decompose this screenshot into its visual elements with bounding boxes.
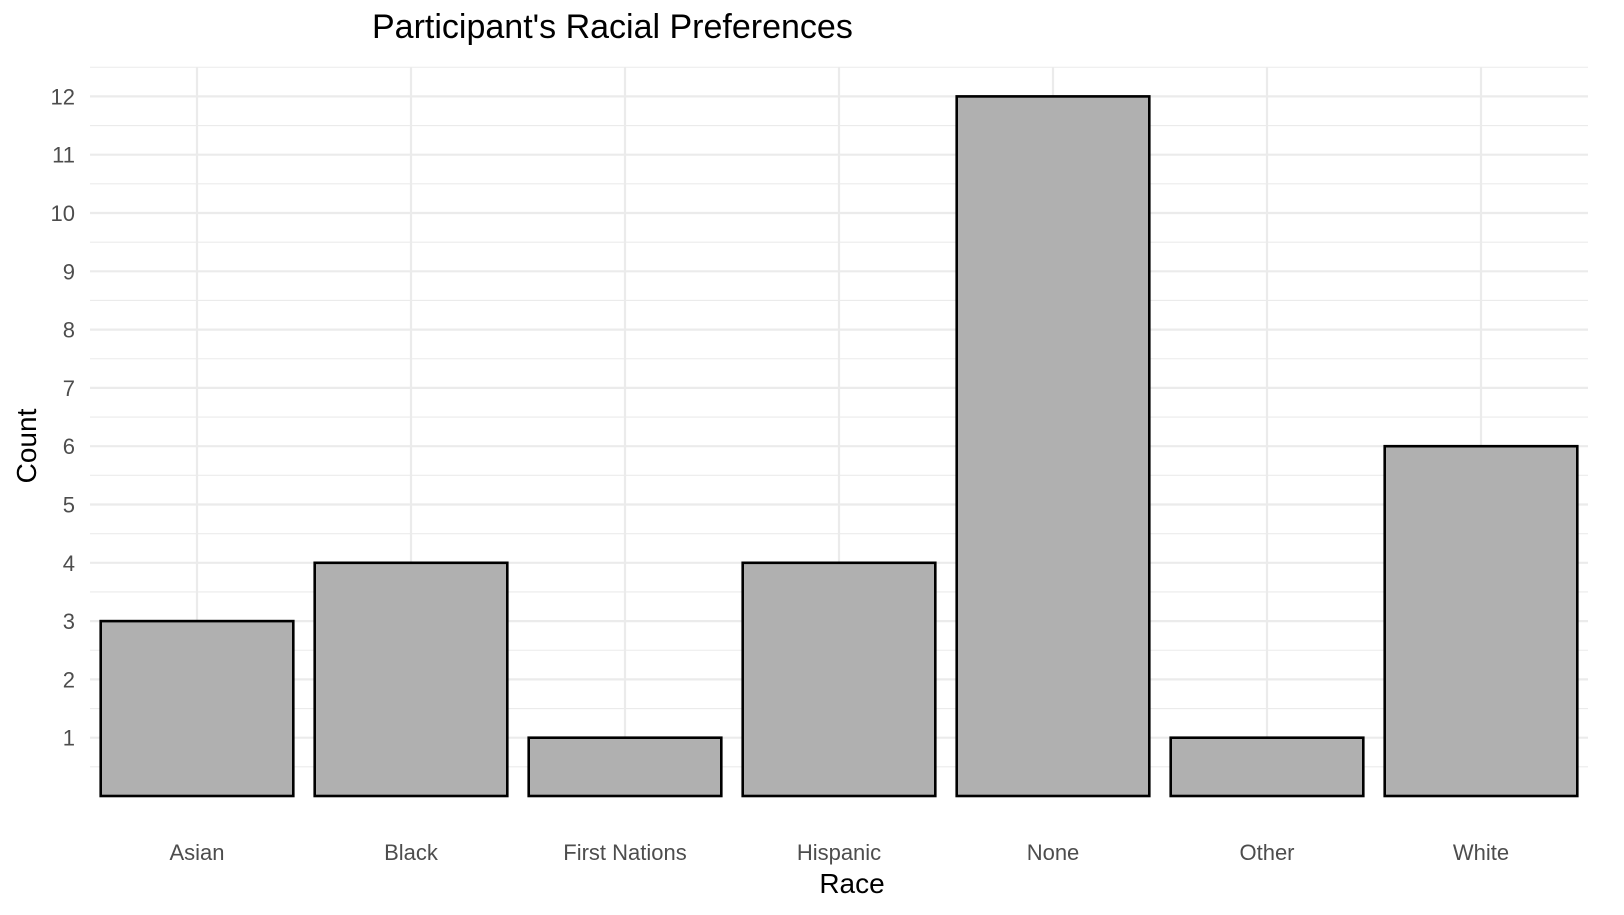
- bar-other: [1169, 736, 1365, 798]
- bar-asian: [99, 619, 295, 798]
- bar-first-nations: [527, 736, 723, 798]
- y-tick-label: 11: [52, 143, 75, 168]
- bar-none: [955, 95, 1151, 798]
- x-tick-label: First Nations: [563, 840, 686, 865]
- y-tick-label: 10: [51, 201, 75, 226]
- x-tick-label: Black: [384, 840, 439, 865]
- y-tick-label: 1: [63, 726, 75, 751]
- x-tick-label: Asian: [169, 840, 224, 865]
- x-tick-label: Hispanic: [797, 840, 881, 865]
- y-tick-label: 8: [63, 318, 75, 343]
- y-tick-label: 2: [63, 667, 75, 692]
- y-tick-label: 4: [63, 551, 75, 576]
- bar-black: [313, 561, 509, 798]
- y-tick-label: 12: [51, 84, 75, 109]
- y-tick-label: 5: [63, 493, 75, 518]
- y-axis-title: Count: [11, 408, 42, 483]
- x-tick-label: White: [1453, 840, 1509, 865]
- x-tick-label: Other: [1239, 840, 1294, 865]
- y-tick-label: 7: [63, 376, 75, 401]
- chart-title: Participant's Racial Preferences: [372, 8, 853, 46]
- y-tick-label: 6: [63, 434, 75, 459]
- x-tick-label: None: [1027, 840, 1080, 865]
- bars: [99, 95, 1579, 798]
- bar-white: [1383, 444, 1579, 798]
- y-tick-label: 9: [63, 259, 75, 284]
- x-axis-ticks: Asian Black First Nations Hispanic None Other…: [169, 840, 1509, 865]
- x-axis-title: Race: [819, 868, 884, 899]
- y-tick-label: 3: [63, 609, 75, 634]
- bar-hispanic: [741, 561, 937, 798]
